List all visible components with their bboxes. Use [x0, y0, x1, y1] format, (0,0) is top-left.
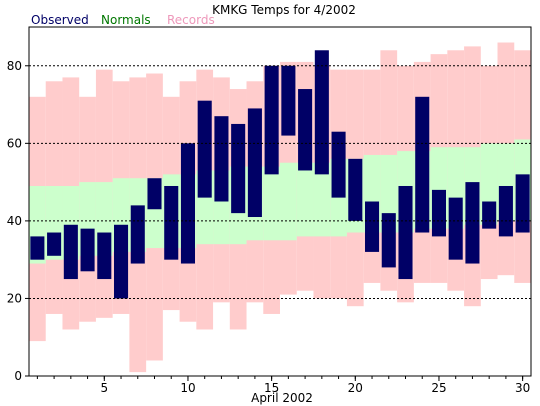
x-tick-label-10: 10 — [180, 381, 195, 395]
observed-bar-day-16 — [281, 65, 296, 136]
chart-title: KMKG Temps for 4/2002 — [212, 3, 356, 17]
legend-records: Records — [167, 13, 215, 27]
observed-bar-day-28 — [482, 201, 497, 229]
y-tick-label-80: 80 — [7, 59, 22, 73]
observed-bar-day-4 — [80, 228, 95, 272]
observed-bar-day-7 — [130, 205, 145, 264]
y-tick-label-20: 20 — [7, 291, 22, 305]
observed-bar-day-12 — [214, 116, 229, 202]
observed-bar-day-2 — [47, 232, 62, 256]
observed-bar-day-19 — [331, 131, 346, 198]
normals-bar-day-16 — [280, 162, 297, 241]
x-tick-label-15: 15 — [264, 381, 279, 395]
observed-bar-day-17 — [298, 89, 313, 171]
observed-bar-day-30 — [515, 174, 530, 233]
normals-bar-day-15 — [263, 166, 280, 241]
observed-bar-day-8 — [147, 178, 162, 210]
legend-observed: Observed — [31, 13, 89, 27]
observed-bar-day-1 — [30, 236, 45, 260]
x-axis-label: April 2002 — [251, 391, 313, 405]
x-tick-label-25: 25 — [431, 381, 446, 395]
plot-area: 0 20 40 60 80 5 10 15 20 25 30 — [7, 26, 532, 395]
observed-bar-day-27 — [465, 182, 480, 264]
observed-bar-day-6 — [114, 224, 129, 299]
y-tick-label-60: 60 — [7, 136, 22, 150]
normals-bar-day-17 — [296, 162, 314, 237]
legend-normals: Normals — [101, 13, 151, 27]
observed-bar-day-10 — [180, 143, 195, 264]
plot-frame — [28, 26, 532, 377]
observed-bar-day-24 — [415, 96, 430, 233]
x-tick-label-30: 30 — [515, 381, 530, 395]
observed-bar-day-3 — [63, 224, 78, 280]
observed-bar-day-22 — [381, 213, 396, 268]
observed-bar-day-11 — [197, 100, 212, 198]
observed-bar-day-5 — [97, 232, 112, 280]
observed-bar-day-23 — [398, 185, 413, 280]
y-tick-label-40: 40 — [7, 214, 22, 228]
x-tick-label-20: 20 — [348, 381, 363, 395]
x-tick-label-5: 5 — [100, 381, 108, 395]
observed-bar-day-14 — [247, 108, 262, 218]
observed-bar-day-20 — [348, 158, 363, 221]
observed-bar-day-9 — [164, 185, 179, 260]
observed-bar-day-26 — [448, 197, 463, 260]
observed-bar-day-18 — [314, 50, 329, 175]
observed-bar-day-29 — [498, 185, 513, 237]
normals-bar-day-18 — [313, 162, 331, 237]
y-tick-label-0: 0 — [14, 369, 22, 383]
observed-bar-day-15 — [264, 65, 279, 175]
observed-bar-day-13 — [231, 123, 246, 214]
observed-bar-day-21 — [365, 201, 380, 252]
observed-bar-day-25 — [431, 189, 446, 237]
